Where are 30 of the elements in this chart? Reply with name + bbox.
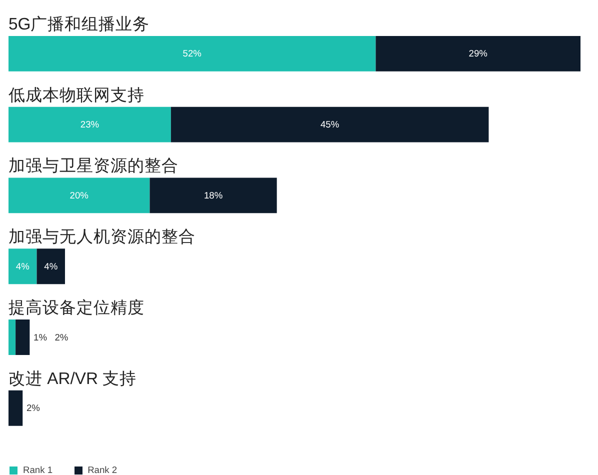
bar — [8, 390, 23, 426]
data-label: 29% — [468, 48, 488, 59]
y-tick-label: 5G广播和组播业务 — [8, 14, 150, 34]
y-tick-label: 提高设备定位精度 — [8, 298, 144, 317]
bar — [8, 248, 37, 284]
data-label: 4% — [16, 261, 30, 272]
data-label: 18% — [204, 190, 223, 200]
bar — [170, 106, 489, 142]
bar — [150, 178, 277, 214]
bar — [16, 320, 30, 355]
data-label: 2% — [26, 403, 40, 414]
data-label: 20% — [70, 190, 88, 200]
bar — [8, 320, 16, 355]
y-tick-label: 加强与无人机资源的整合 — [8, 227, 196, 246]
bar — [8, 106, 171, 142]
data-label: 2% — [54, 332, 68, 342]
y-tick-label: 改进 AR/VR 支持 — [8, 368, 137, 388]
data-label: 4% — [44, 261, 58, 272]
legend-label: Rank 2 — [88, 465, 118, 475]
bar — [8, 178, 150, 214]
data-label: 1% — [34, 332, 48, 342]
y-tick-label: 加强与卫星资源的整合 — [8, 156, 178, 176]
bar — [36, 248, 65, 284]
y-tick-label: 低成本物联网支持 — [8, 85, 144, 104]
data-label: 45% — [320, 120, 340, 130]
data-label: 52% — [182, 48, 202, 59]
data-label: 23% — [80, 120, 100, 130]
bar — [376, 36, 580, 72]
legend-label: Rank 1 — [23, 465, 53, 475]
bar — [8, 36, 376, 72]
